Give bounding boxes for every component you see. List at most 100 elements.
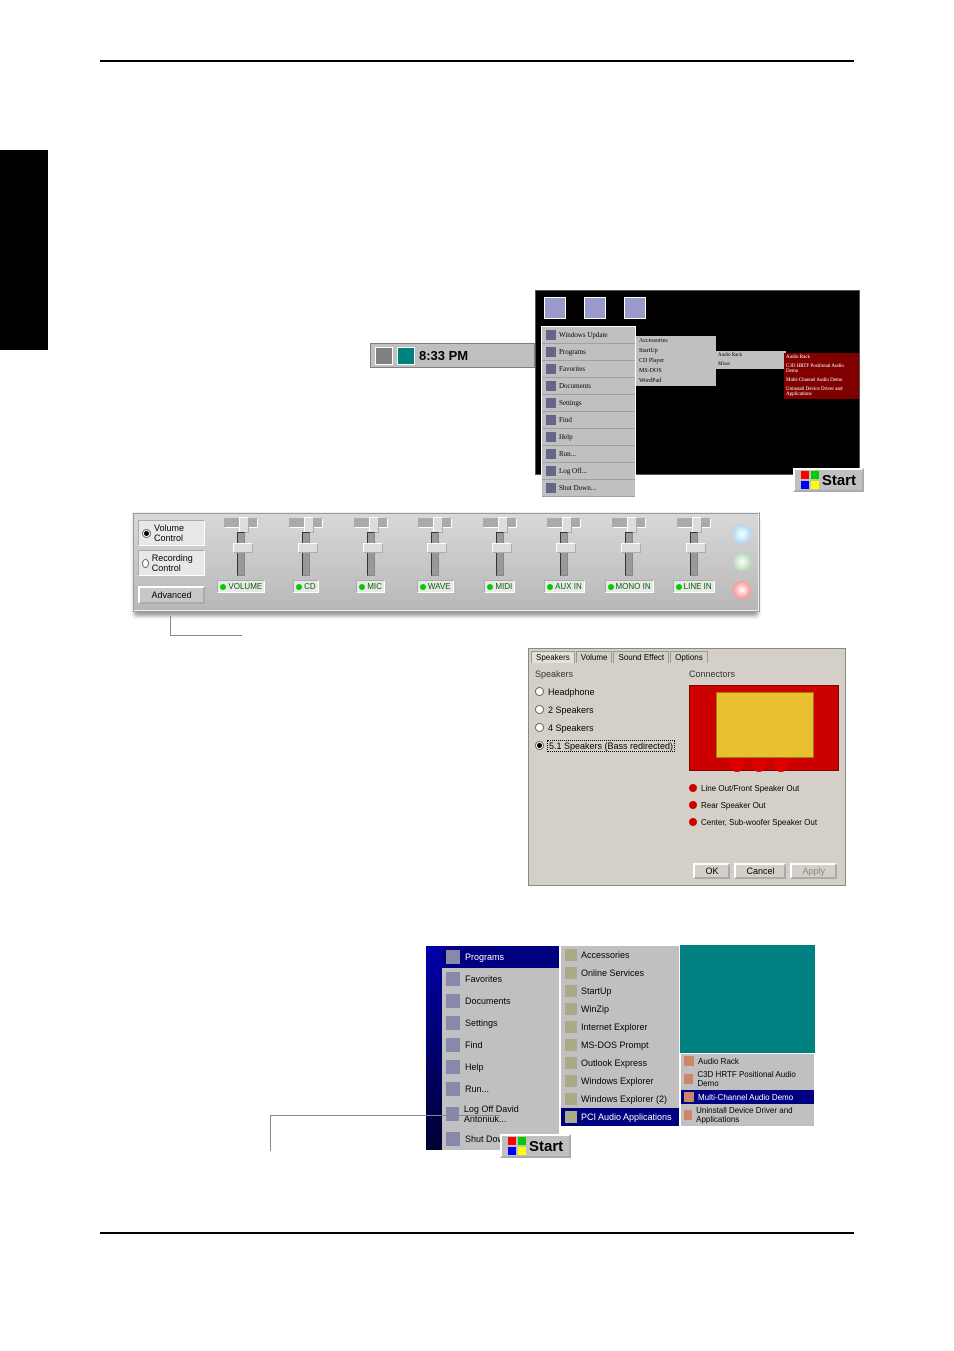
menu-item[interactable]: Windows Explorer [561,1072,679,1090]
menu-item[interactable]: Favorites [559,365,585,373]
menu-item[interactable]: Shut Down... [559,484,596,492]
folder-icon [446,1082,460,1096]
volume-slider[interactable] [367,532,375,576]
menu-item[interactable]: Help [559,433,573,441]
volume-slider[interactable] [237,532,245,576]
pan-slider[interactable] [354,518,388,528]
menu-item[interactable]: Online Services [561,964,679,982]
menu-item[interactable]: WinZip [561,1000,679,1018]
audio-mixer: Volume Control Recording Control Advance… [132,512,760,612]
tab-speakers[interactable]: Speakers [531,651,575,663]
menu-item[interactable]: Audio Rack [784,353,859,362]
pan-slider[interactable] [289,518,323,528]
menu-item[interactable]: Internet Explorer [561,1018,679,1036]
pan-slider[interactable] [677,518,711,528]
volume-slider[interactable] [560,532,568,576]
tray-icon-1 [375,347,393,365]
menu-item[interactable]: Settings [559,399,582,407]
menu-item[interactable]: Windows Update [559,331,608,339]
folder-icon [565,967,577,979]
bottom-rule [100,1232,854,1234]
menu-item[interactable]: Run... [426,1078,559,1100]
menu-item[interactable]: CD Player [636,356,716,366]
menu-item[interactable]: Programs [559,348,586,356]
volume-slider[interactable] [625,532,633,576]
menu-item[interactable]: MS-DOS Prompt [561,1036,679,1054]
menu-item[interactable]: Uninstall Device Driver and Applications [681,1104,814,1126]
mode-recording[interactable]: Recording Control [138,550,205,576]
menu-item[interactable]: StartUp [636,346,716,356]
menu-item[interactable]: Documents [426,990,559,1012]
menu-label: Documents [465,996,511,1006]
menu-item[interactable]: Run... [559,450,576,458]
menu-item[interactable]: Accessories [561,946,679,964]
menu-item[interactable]: Settings [426,1012,559,1034]
volume-slider[interactable] [302,532,310,576]
pan-slider[interactable] [418,518,452,528]
pan-slider[interactable] [483,518,517,528]
menu-item[interactable]: Windows Explorer (2) [561,1090,679,1108]
menu-item[interactable]: MS-DOS [636,366,716,376]
settings-icon[interactable] [733,553,751,571]
pan-slider[interactable] [224,518,258,528]
menu-item[interactable]: WordPad [636,376,716,386]
menu-label: Internet Explorer [581,1022,648,1032]
menu-label: Find [465,1040,483,1050]
menu-label: Uninstall Device Driver and Applications [696,1106,811,1124]
radio-label: 5.1 Speakers (Bass redirected) [548,741,674,751]
menu-item[interactable]: Find [426,1034,559,1056]
radio-icon [535,741,544,750]
menu-item[interactable]: Accessories [636,336,716,346]
legend-dot-icon [689,784,697,792]
tab-options[interactable]: Options [670,651,708,663]
pan-slider[interactable] [612,518,646,528]
volume-slider[interactable] [431,532,439,576]
opt-2speakers[interactable]: 2 Speakers [535,705,683,715]
menu-item[interactable]: StartUp [561,982,679,1000]
menu-item[interactable]: Documents [559,382,591,390]
tray-icon-2 [397,347,415,365]
menu-item-mcad[interactable]: Multi-Channel Audio Demo [681,1090,814,1104]
menu-item[interactable]: C3D HRTF Positional Audio Demo [681,1068,814,1090]
start-menu-col2: Accessories Online Services StartUp WinZ… [560,945,680,1127]
menu-item[interactable]: Multi-Channel Audio Demo [784,376,859,385]
menu-item[interactable]: Audio Rack [716,351,786,360]
menu-label: Outlook Express [581,1058,647,1068]
pan-slider[interactable] [547,518,581,528]
menu-item[interactable]: Log Off David Antoniuk... [426,1100,559,1128]
volume-slider[interactable] [690,532,698,576]
track-label: MONO IN [616,582,651,591]
radio-icon [142,529,151,538]
advanced-button[interactable]: Advanced [138,586,205,604]
folder-icon [565,1075,577,1087]
menu-item[interactable]: Favorites [426,968,559,990]
menu-item[interactable]: Audio Rack [681,1054,814,1068]
track-label: CD [304,582,316,591]
opt-51speakers[interactable]: 5.1 Speakers (Bass redirected) [535,741,683,751]
menu-item[interactable]: Log Off... [559,467,587,475]
opt-4speakers[interactable]: 4 Speakers [535,723,683,733]
menu-item-pci-audio[interactable]: PCI Audio Applications [561,1108,679,1126]
menu-item[interactable]: C3D HRTF Positional Audio Demo [784,362,859,376]
menu-item[interactable]: Mixer [716,360,786,369]
app-icon [684,1074,693,1084]
mode-volume[interactable]: Volume Control [138,520,205,546]
ok-button[interactable]: OK [693,863,730,879]
cancel-button[interactable]: Cancel [734,863,786,879]
volume-slider[interactable] [496,532,504,576]
apply-button[interactable]: Apply [790,863,837,879]
menu-item[interactable]: Uninstall Device Driver and Applications [784,385,859,399]
connector-diagram [689,685,839,771]
close-icon[interactable] [733,581,751,599]
menu-label: Windows Explorer [581,1076,654,1086]
start-button[interactable]: Start [500,1134,571,1158]
menu-item[interactable]: Outlook Express [561,1054,679,1072]
tab-volume[interactable]: Volume [576,651,613,663]
menu-item[interactable]: Help [426,1056,559,1078]
menu-item-programs[interactable]: Programs [426,946,559,968]
start-button[interactable]: Start [793,468,864,492]
opt-headphone[interactable]: Headphone [535,687,683,697]
menu-item[interactable]: Find [559,416,572,424]
info-icon[interactable] [733,525,751,543]
tab-sound-effect[interactable]: Sound Effect [613,651,669,663]
